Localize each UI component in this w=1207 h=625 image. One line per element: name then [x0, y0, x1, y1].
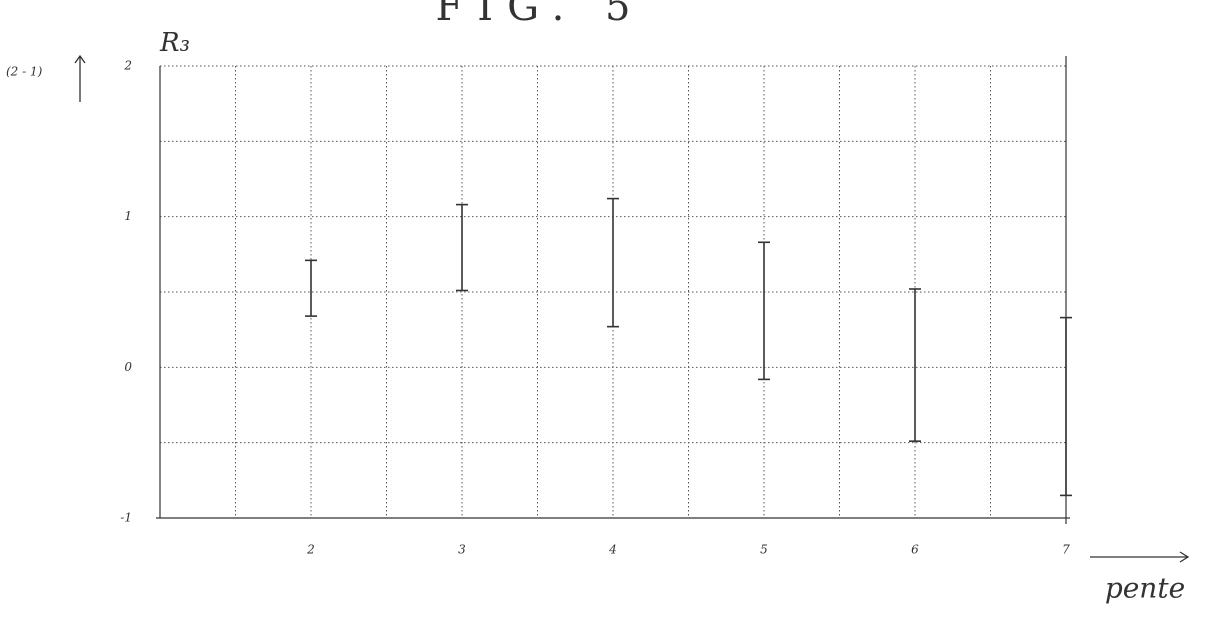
- x-arrow: [1090, 551, 1190, 563]
- x-tick-label: 7: [1062, 543, 1070, 557]
- y-tick-label: 0: [124, 360, 132, 374]
- chart-subtitle: R₃: [159, 28, 190, 58]
- y-tick-label: 2: [123, 59, 132, 73]
- x-tick-label: 5: [760, 543, 768, 557]
- x-tick-label: 4: [608, 543, 617, 557]
- x-tick-label: 3: [458, 543, 466, 557]
- x-tick-label: 2: [306, 543, 315, 557]
- y-tick-label: 1: [124, 209, 132, 223]
- x-axis-label: pente: [1105, 572, 1185, 605]
- y-arrow: [74, 54, 86, 102]
- chart-title: FIG. 5: [436, 0, 645, 30]
- y-axis-label: (2 - 1): [6, 65, 43, 79]
- y-tick-label: -1: [120, 511, 132, 525]
- x-tick-label: 6: [911, 543, 919, 557]
